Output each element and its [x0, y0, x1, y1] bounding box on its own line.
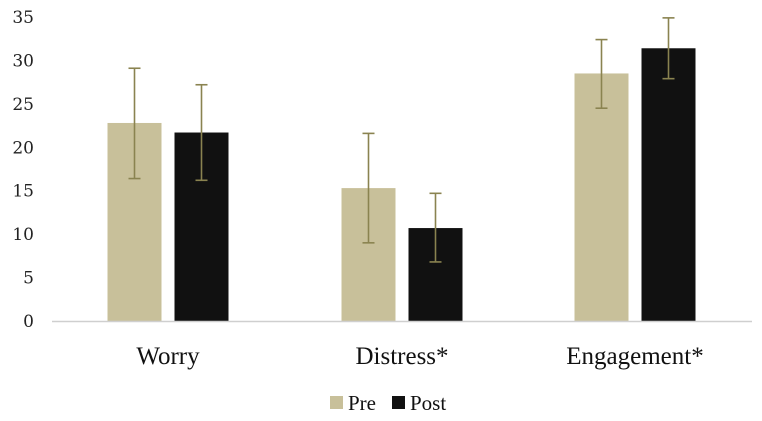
category-label: Engagement* — [566, 343, 703, 370]
legend-swatch — [392, 396, 405, 409]
bar-pre-2 — [574, 73, 629, 321]
y-tick-label: 5 — [23, 269, 34, 289]
y-tick-label: 30 — [12, 51, 34, 71]
legend-label: Pre — [348, 391, 376, 415]
legend-label: Post — [410, 391, 446, 415]
error-bar-pre-0 — [128, 67, 141, 180]
legend-swatch — [330, 396, 343, 409]
y-tick-label: 25 — [12, 95, 34, 115]
error-bar-pre-2 — [595, 38, 608, 109]
legend: Pre Post — [330, 391, 446, 415]
legend-item-post: Post — [392, 391, 446, 415]
y-tick-label: 10 — [12, 225, 34, 245]
y-tick-label: 0 — [23, 312, 34, 332]
error-bar-post-2 — [662, 17, 675, 80]
bar-post-2 — [641, 48, 696, 322]
category-labels: Worry Distress* Engagement* — [136, 343, 703, 370]
y-tick-label: 15 — [12, 182, 34, 202]
error-bar-post-1 — [429, 192, 442, 263]
y-axis-ticks: 0 5 10 15 20 25 30 35 — [12, 8, 34, 332]
bars — [107, 48, 696, 322]
y-tick-label: 35 — [12, 8, 34, 28]
legend-item-pre: Pre — [330, 391, 376, 415]
error-bar-pre-1 — [362, 132, 375, 244]
category-label: Worry — [136, 343, 200, 370]
error-bars — [128, 17, 675, 263]
category-label: Distress* — [355, 343, 448, 370]
error-bar-post-0 — [195, 83, 208, 182]
y-tick-label: 20 — [12, 138, 34, 158]
